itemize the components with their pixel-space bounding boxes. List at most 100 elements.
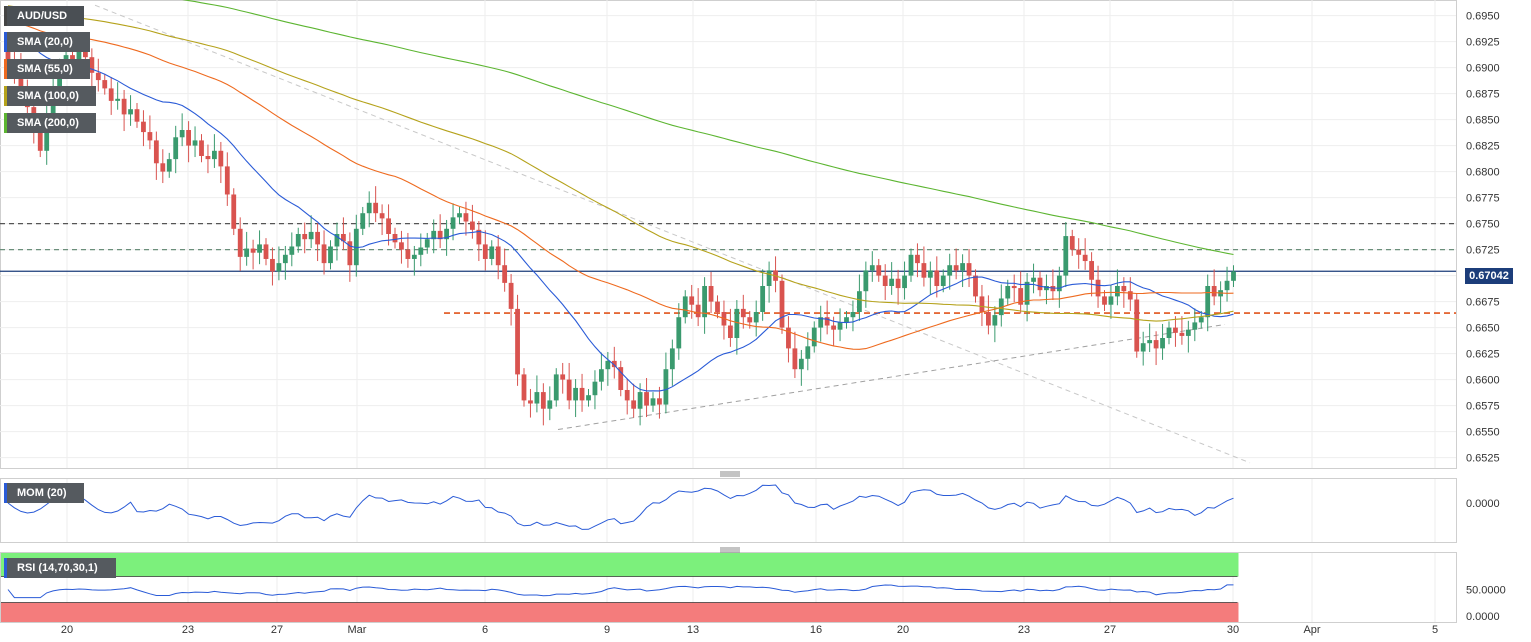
legend-sma55[interactable]: SMA (55,0) <box>4 59 90 79</box>
candle-body <box>373 202 379 214</box>
candle-body <box>876 265 882 276</box>
candle-body <box>1037 277 1043 291</box>
candle-body <box>528 400 533 404</box>
candle-body <box>257 244 262 253</box>
candle-body <box>908 254 914 276</box>
rsi-line <box>7 584 1234 599</box>
candle-body <box>811 327 817 347</box>
candle-body <box>463 213 469 222</box>
candle-body <box>224 166 230 195</box>
x-tick-label: Mar <box>348 624 367 636</box>
candle-body <box>482 244 488 259</box>
candle-body <box>850 312 856 318</box>
sma-line-200 <box>181 0 1234 256</box>
candle-body <box>315 231 320 245</box>
y-tick-label: 0.6750 <box>1466 219 1500 231</box>
candle-body <box>392 234 398 243</box>
candle-body <box>186 130 191 146</box>
rsi-tick-label: 0.0000 <box>1466 611 1500 623</box>
y-tick-label: 0.6775 <box>1466 193 1500 205</box>
candle-body <box>1076 249 1082 255</box>
candle-body <box>179 130 185 138</box>
x-tick-label: 20 <box>61 624 73 636</box>
candle-body <box>141 121 146 133</box>
candle-body <box>321 244 327 264</box>
pair-label[interactable]: AUD/USD <box>4 6 84 26</box>
candle-body <box>1018 288 1024 305</box>
legend-sma20[interactable]: SMA (20,0) <box>4 32 90 52</box>
candle-body <box>644 392 649 406</box>
candle-body <box>1127 291 1133 300</box>
y-tick-label: 0.6725 <box>1466 245 1500 257</box>
candle-body <box>89 57 95 73</box>
y-tick-label: 0.6850 <box>1466 115 1500 127</box>
candle-body <box>1147 340 1153 344</box>
x-tick-label: 9 <box>604 624 610 636</box>
legend-sma100[interactable]: SMA (100,0) <box>4 86 96 106</box>
candle-body <box>676 317 682 349</box>
candle-body <box>863 270 869 292</box>
candle-body <box>431 230 437 240</box>
candle-body <box>508 282 514 309</box>
candle-body <box>366 202 372 214</box>
sma-line-55 <box>7 21 1234 350</box>
candle-body <box>418 247 424 255</box>
candle-body <box>1173 327 1178 333</box>
candle-body <box>798 358 804 370</box>
candle-body <box>1224 280 1230 291</box>
candle-body <box>947 265 953 276</box>
candle-body <box>295 234 301 247</box>
candle-body <box>347 241 353 266</box>
candle-body <box>605 360 611 370</box>
candle-body <box>728 325 733 338</box>
candle-body <box>1031 277 1036 282</box>
y-tick-label: 0.6675 <box>1466 297 1500 309</box>
candle-body <box>869 265 875 271</box>
candle-body <box>153 140 159 164</box>
candle-body <box>470 221 475 230</box>
candle-body <box>1108 296 1114 305</box>
candle-body <box>734 308 740 338</box>
candle-body <box>560 374 566 380</box>
candle-body <box>18 69 24 89</box>
x-tick-label: 20 <box>897 624 909 636</box>
candle-body <box>547 400 553 409</box>
candle-body <box>83 48 88 58</box>
candle-body <box>282 254 288 264</box>
candle-body <box>611 360 617 368</box>
x-tick-label: 27 <box>271 624 283 636</box>
candle-body <box>566 379 572 401</box>
candle-body <box>108 88 114 101</box>
legend-mom[interactable]: MOM (20) <box>4 483 84 503</box>
candle-body <box>979 296 985 312</box>
x-tick-label: 23 <box>182 624 194 636</box>
candle-body <box>986 312 991 326</box>
candle-body <box>308 231 314 240</box>
x-tick-label: 16 <box>810 624 822 636</box>
sma-line-20 <box>7 32 1234 392</box>
candle-body <box>521 374 527 401</box>
candle-body <box>128 109 133 115</box>
y-tick-label: 0.6900 <box>1466 63 1500 75</box>
candle-body <box>844 317 849 323</box>
candle-body <box>134 109 140 122</box>
y-tick-label: 0.6600 <box>1466 375 1500 387</box>
candle-body <box>553 374 559 401</box>
candle-body <box>669 348 675 370</box>
candle-body <box>992 315 998 326</box>
rsi-panel <box>1 553 1239 622</box>
x-tick-label: 23 <box>1018 624 1030 636</box>
candle-body <box>1134 299 1140 352</box>
candle-body <box>1044 286 1049 291</box>
legend-sma200[interactable]: SMA (200,0) <box>4 113 96 133</box>
candle-body <box>708 286 714 302</box>
price-grid <box>0 0 1457 623</box>
candle-body <box>70 55 75 62</box>
legend-rsi[interactable]: RSI (14,70,30,1) <box>4 558 116 578</box>
candle-body <box>882 275 888 286</box>
mom-panel-frame <box>0 478 1457 543</box>
sma-line-100 <box>7 5 1234 322</box>
candle-body <box>1095 279 1101 297</box>
candle-body <box>586 395 591 401</box>
candle-body <box>663 369 669 405</box>
